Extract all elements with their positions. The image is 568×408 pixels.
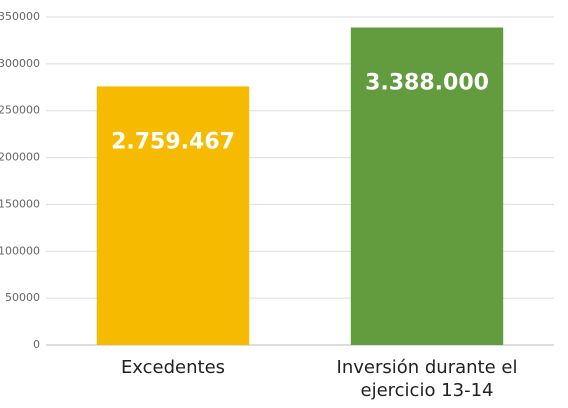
y-tick-label: 250000	[0, 104, 40, 117]
y-tick-label: 50000	[5, 291, 40, 304]
bar	[96, 86, 250, 345]
x-tick-label: Excedentes	[120, 357, 226, 378]
x-tick-label: Inversión durante el ejercicio 13-14	[336, 357, 518, 401]
y-tick-label: 150000	[0, 197, 40, 210]
y-tick-label: 350000	[0, 10, 40, 23]
y-tick-label: 100000	[0, 244, 40, 257]
y-tick-label: 200000	[0, 151, 40, 164]
y-tick-label: 300000	[0, 57, 40, 70]
data-label: 2.759.467	[111, 129, 235, 154]
data-label: 3.388.000	[365, 70, 489, 95]
bar	[350, 27, 504, 345]
y-tick-label: 0	[33, 338, 40, 351]
